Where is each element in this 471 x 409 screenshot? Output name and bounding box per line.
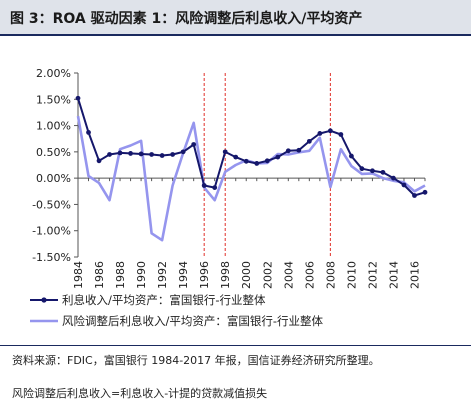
source-note: 资料来源：FDIC，富国银行 1984-2017 年报，国信证券经济研究所整理。 — [12, 354, 380, 367]
x-tick-label: 2010 — [345, 261, 358, 289]
series-point — [348, 153, 354, 159]
series-point — [370, 168, 375, 174]
series-point — [96, 158, 102, 164]
legend-label-1: 风险调整后利息收入/平均资产：富国银行-行业整体 — [62, 314, 324, 328]
series-point — [201, 183, 207, 188]
x-tick-label: 2012 — [366, 261, 379, 289]
y-tick-label: 2.00% — [36, 67, 71, 80]
series-point — [149, 152, 155, 157]
x-tick-label: 1990 — [135, 261, 148, 289]
series-point — [296, 147, 302, 153]
event-markers — [203, 73, 331, 257]
series-point — [117, 150, 123, 156]
series-point — [359, 166, 365, 172]
x-tick-label: 1994 — [177, 261, 190, 289]
series-point — [254, 161, 260, 166]
x-tick-label: 1988 — [114, 261, 127, 289]
legend-marker-0 — [41, 297, 47, 303]
x-tick-label: 2014 — [387, 261, 400, 289]
series-point — [391, 175, 396, 181]
line-chart: -1.50% -1.00% -0.50% 0.00% 0.50% 1.00% 1.50% 2.… — [30, 67, 428, 328]
series-point — [222, 149, 228, 155]
x-tick-label: 2002 — [261, 261, 274, 289]
x-tick-label: 2000 — [240, 261, 253, 289]
series-point — [264, 158, 270, 164]
series-point — [306, 138, 312, 144]
series-line-0 — [77, 97, 426, 197]
series-point — [212, 185, 218, 191]
chart-legend: 利息收入/平均资产：富国银行-行业整体风险调整后利息收入/平均资产：富国银行-行… — [30, 293, 324, 328]
legend-label-0: 利息收入/平均资产：富国银行-行业整体 — [62, 293, 266, 307]
series-point — [317, 131, 323, 136]
series-point — [75, 95, 81, 101]
series-point — [128, 151, 133, 156]
series-point — [233, 154, 239, 160]
y-tick-label: -1.00% — [32, 225, 71, 238]
series-point — [422, 189, 428, 195]
x-tick-label: 1986 — [93, 261, 106, 289]
chart-axes: -1.50% -1.00% -0.50% 0.00% 0.50% 1.00% 1.50% 2.… — [32, 67, 426, 289]
series-point — [401, 182, 407, 188]
series-point — [412, 193, 417, 198]
y-tick-label: 1.50% — [36, 93, 71, 106]
title-bar: 图 3：ROA 驱动因素 1：风险调整后利息收入/平均资产 — [0, 0, 471, 36]
y-tick-label: 0.50% — [36, 146, 71, 159]
series-point — [86, 130, 91, 135]
x-tick-label: 2016 — [408, 261, 421, 289]
chart-title: 图 3：ROA 驱动因素 1：风险调整后利息收入/平均资产 — [10, 11, 363, 27]
x-tick-label: 1996 — [198, 261, 211, 289]
x-tick-label: 2004 — [282, 261, 295, 289]
series-point — [243, 158, 249, 164]
series-point — [191, 142, 197, 147]
series-point — [327, 128, 333, 134]
source-divider — [0, 345, 471, 346]
x-tick-label: 2006 — [303, 261, 316, 289]
y-tick-label: 1.00% — [36, 120, 71, 133]
x-tick-label: 1998 — [219, 261, 232, 289]
x-tick-label: 1984 — [72, 261, 85, 289]
y-tick-label: 0.00% — [36, 172, 71, 185]
series-point — [138, 151, 144, 157]
series-point — [275, 154, 281, 160]
formula-note: 风险调整后利息收入=利息收入-计提的贷款减值损失 — [12, 387, 268, 400]
series-point — [285, 148, 291, 154]
y-tick-label: -0.50% — [32, 198, 71, 211]
series-point — [107, 152, 112, 157]
series-point — [180, 149, 186, 155]
series-point — [380, 169, 386, 175]
series-point — [170, 152, 176, 157]
x-tick-label: 1992 — [156, 261, 169, 289]
x-tick-label: 2008 — [324, 261, 337, 289]
series-point — [159, 153, 165, 158]
chart-series — [75, 95, 428, 242]
y-tick-label: -1.50% — [32, 251, 71, 264]
series-point — [338, 132, 344, 137]
